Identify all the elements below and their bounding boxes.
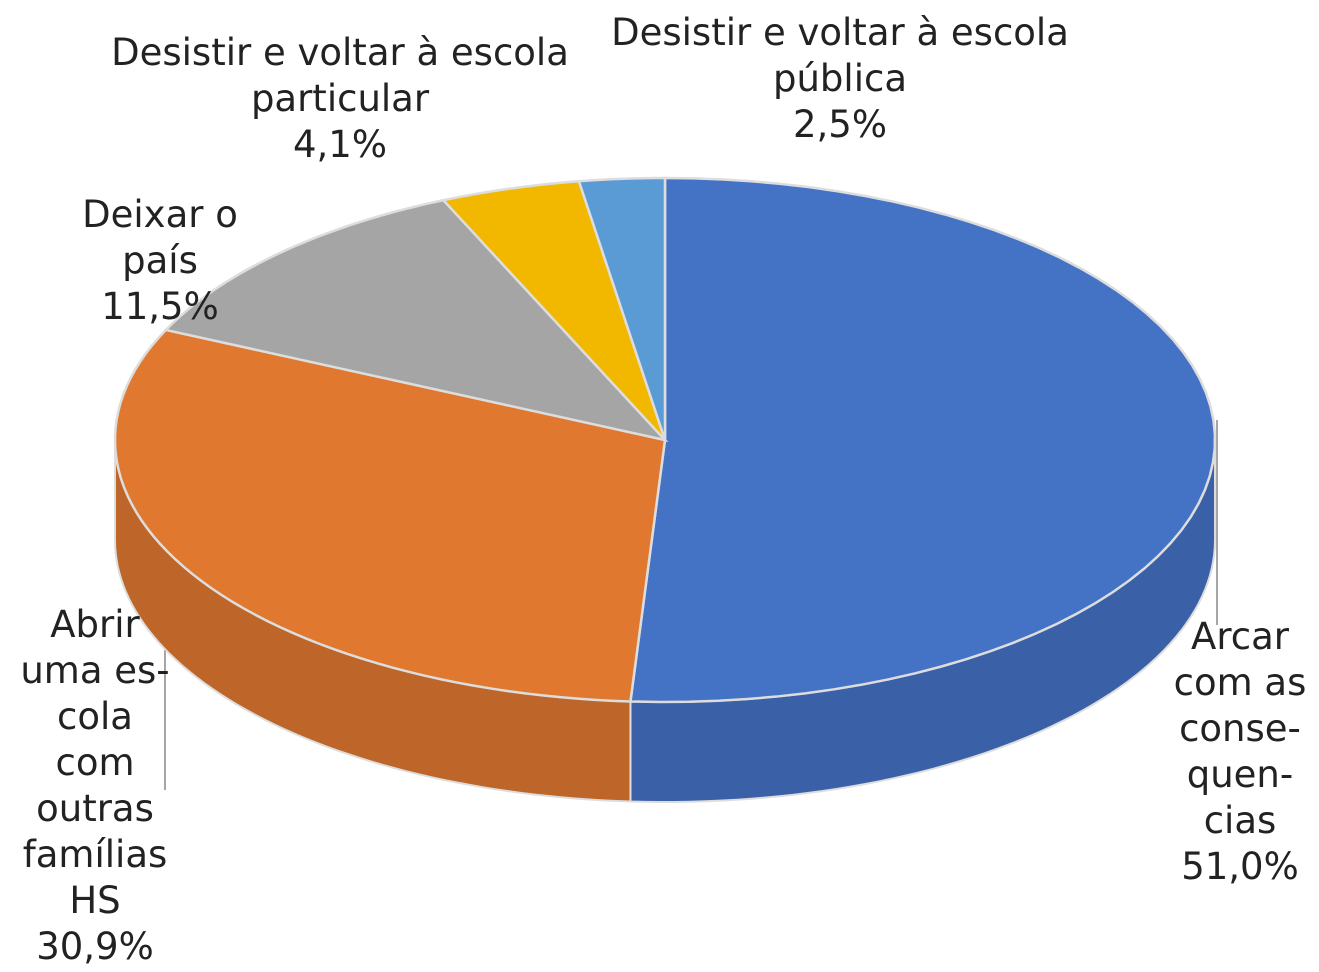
category-label: Desistir e voltar à escola particular: [111, 31, 569, 120]
value-label: 51,0%: [1181, 845, 1299, 888]
label-line: com as: [1174, 661, 1307, 704]
slice: [577, 176, 667, 441]
label-line: uma es-: [20, 649, 169, 692]
label-line: famílias: [23, 833, 168, 876]
label-line: quen-: [1187, 753, 1294, 796]
label-line: pública: [773, 57, 907, 100]
label-line: particular: [251, 77, 430, 120]
label-line: conse-: [1179, 707, 1301, 750]
value-label: 30,9%: [36, 925, 154, 968]
label-line: país: [122, 239, 198, 282]
slice: [163, 198, 669, 443]
label-line: HS: [69, 879, 120, 922]
label-line: Desistir e voltar à escola: [611, 11, 1069, 54]
category-label: Desistir e voltar à escola pública: [611, 11, 1069, 100]
slice: [629, 176, 1217, 704]
label-line: Arcar: [1191, 615, 1290, 658]
category-label: Arcar com as conse-quen-cias: [1174, 615, 1307, 842]
label-line: Deixar o: [82, 193, 238, 236]
slice: [440, 179, 667, 441]
label-line: com: [55, 741, 134, 784]
label-line: outras: [36, 787, 154, 830]
label-line: Desistir e voltar à escola: [111, 31, 569, 74]
label-line: Abrir: [50, 603, 140, 646]
label-line: cola: [57, 695, 133, 738]
tops: [113, 176, 1217, 704]
value-label: 4,1%: [293, 123, 387, 166]
value-label: 11,5%: [101, 285, 219, 328]
category-label: Abrir uma es-cola com outras famílias HS: [20, 603, 169, 922]
value-label: 2,5%: [793, 103, 887, 146]
category-label: Deixar o país: [82, 193, 238, 282]
slice: [113, 328, 667, 703]
label-line: cias: [1204, 799, 1277, 842]
